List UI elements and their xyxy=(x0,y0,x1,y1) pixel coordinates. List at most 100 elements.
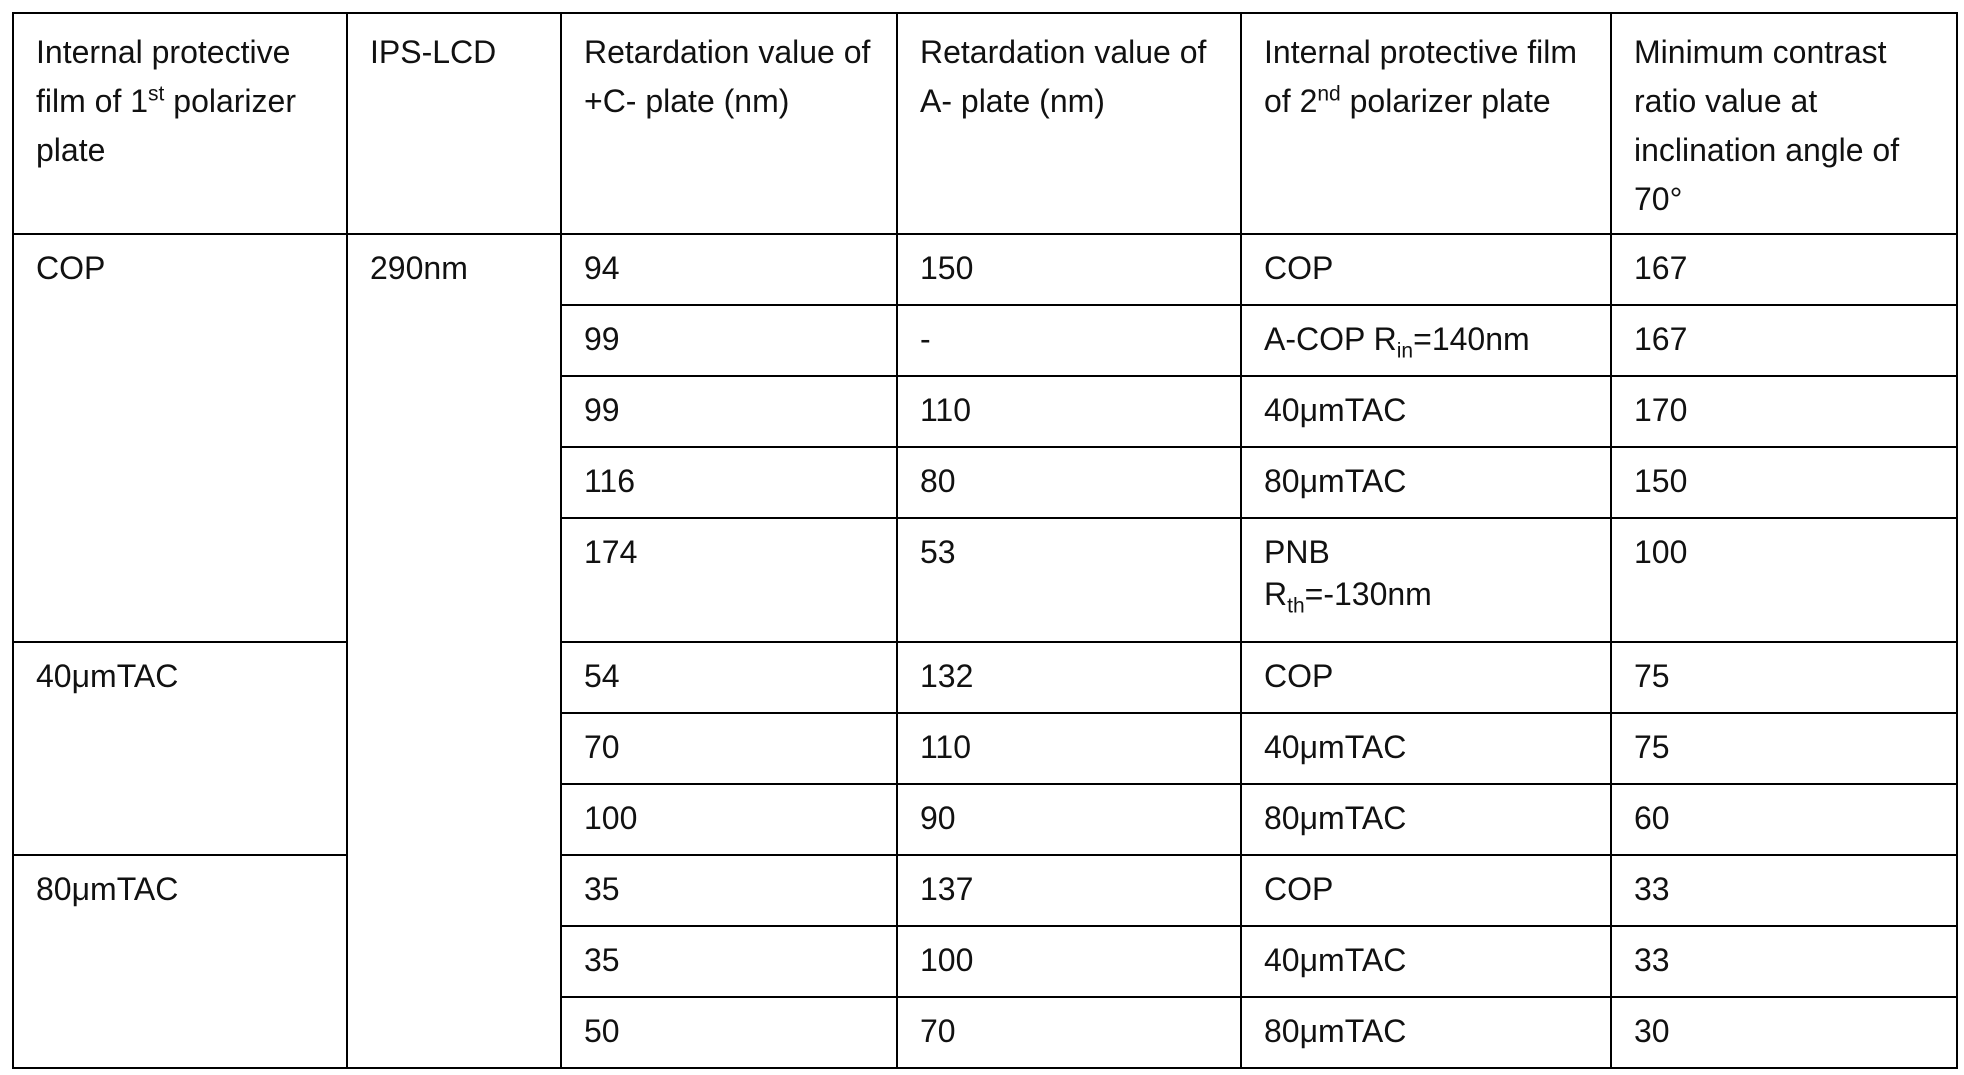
cell-text: 53 xyxy=(920,534,956,570)
cell-text: 116 xyxy=(584,463,635,499)
header-cell: Internal protective film of 2nd polarize… xyxy=(1241,13,1611,234)
cell-text: 40μmTAC xyxy=(1264,942,1406,978)
cell-text: PNB xyxy=(1264,534,1330,570)
header-cell: IPS-LCD xyxy=(347,13,561,234)
table-cell: 40μmTAC xyxy=(1241,926,1611,997)
table-cell: 99 xyxy=(561,305,897,376)
table-cell: 70 xyxy=(897,997,1241,1068)
cell-text: Retardation value of A- plate (nm) xyxy=(920,34,1206,119)
table-cell: 99 xyxy=(561,376,897,447)
table-cell: 35 xyxy=(561,926,897,997)
subscript: th xyxy=(1287,594,1305,617)
supscript: nd xyxy=(1317,82,1340,105)
table-cell: 100 xyxy=(1611,518,1957,642)
table-cell: 33 xyxy=(1611,926,1957,997)
table-cell: 116 xyxy=(561,447,897,518)
cell-text: 150 xyxy=(1634,463,1687,499)
cell-line: Rth=-130nm xyxy=(1264,573,1600,615)
table-cell: 80μmTAC xyxy=(1241,997,1611,1068)
table-cell: A-COP Rin=140nm xyxy=(1241,305,1611,376)
table-cell: 33 xyxy=(1611,855,1957,926)
table-cell: 40μmTAC xyxy=(1241,376,1611,447)
page: Internal protective film of 1st polarize… xyxy=(0,0,1964,1075)
table-cell: COP xyxy=(1241,855,1611,926)
table-cell: 60 xyxy=(1611,784,1957,855)
cell-text: 54 xyxy=(584,658,620,694)
cell-text: 100 xyxy=(920,942,973,978)
cell-text: 100 xyxy=(1634,534,1687,570)
table-cell: 50 xyxy=(561,997,897,1068)
table-cell: 80μmTAC xyxy=(1241,784,1611,855)
cell-line: Internal protective film of 1st polarize… xyxy=(36,28,336,175)
cell-text: 167 xyxy=(1634,250,1687,286)
table-cell: 137 xyxy=(897,855,1241,926)
cell-text: 75 xyxy=(1634,729,1670,765)
cell-text: 80μmTAC xyxy=(1264,463,1406,499)
cell-text: 167 xyxy=(1634,321,1687,357)
table-cell: 35 xyxy=(561,855,897,926)
cell-text: 80μmTAC xyxy=(36,871,178,907)
header-cell: Retardation value of A- plate (nm) xyxy=(897,13,1241,234)
table-cell: 30 xyxy=(1611,997,1957,1068)
cell-text: 99 xyxy=(584,392,620,428)
cell-text: 35 xyxy=(584,942,620,978)
cell-text: COP xyxy=(1264,250,1333,286)
header-cell: Minimum contrast ratio value at inclinat… xyxy=(1611,13,1957,234)
table-row: 80μmTAC 35 137 COP 33 xyxy=(13,855,1957,926)
table-cell: PNBRth=-130nm xyxy=(1241,518,1611,642)
table-cell: 80 xyxy=(897,447,1241,518)
table-row: COP 290nm 94 150 COP 167 xyxy=(13,234,1957,305)
group-cell: 40μmTAC xyxy=(13,642,347,855)
cell-text: 110 xyxy=(920,729,971,765)
table-cell: 150 xyxy=(1611,447,1957,518)
table-cell: 167 xyxy=(1611,234,1957,305)
table-cell: 150 xyxy=(897,234,1241,305)
header-cell: Retardation value of +C- plate (nm) xyxy=(561,13,897,234)
table-cell: 90 xyxy=(897,784,1241,855)
cell-text: 80μmTAC xyxy=(1264,1013,1406,1049)
cell-text: 150 xyxy=(920,250,973,286)
cell-text: R xyxy=(1264,576,1287,612)
cell-text: Retardation value of +C- plate (nm) xyxy=(584,34,870,119)
cell-text: 70 xyxy=(920,1013,956,1049)
table-cell: 75 xyxy=(1611,642,1957,713)
cell-text: 170 xyxy=(1634,392,1687,428)
cell-text: COP xyxy=(1264,658,1333,694)
cell-text: 33 xyxy=(1634,871,1670,907)
cell-text: 60 xyxy=(1634,800,1670,836)
cell-line: A-COP Rin=140nm xyxy=(1264,318,1600,360)
table-cell: COP xyxy=(1241,234,1611,305)
cell-text: 94 xyxy=(584,250,620,286)
cell-text: 290nm xyxy=(370,250,468,286)
cell-text: COP xyxy=(36,250,105,286)
cell-text: 40μmTAC xyxy=(1264,729,1406,765)
cell-text: 30 xyxy=(1634,1013,1670,1049)
table-cell: 80μmTAC xyxy=(1241,447,1611,518)
cell-text: Minimum contrast ratio value at inclinat… xyxy=(1634,34,1899,217)
cell-text: 75 xyxy=(1634,658,1670,694)
cell-text: A-COP R xyxy=(1264,321,1397,357)
table-cell: 110 xyxy=(897,713,1241,784)
cell-line: Internal protective film of 2nd polarize… xyxy=(1264,28,1600,126)
cell-text: 137 xyxy=(920,871,973,907)
table-cell: 40μmTAC xyxy=(1241,713,1611,784)
cell-text: 70 xyxy=(584,729,620,765)
table-header: Internal protective film of 1st polarize… xyxy=(13,13,1957,234)
header-row: Internal protective film of 1st polarize… xyxy=(13,13,1957,234)
table-cell: 100 xyxy=(561,784,897,855)
table-cell: 174 xyxy=(561,518,897,642)
header-cell: Internal protective film of 1st polarize… xyxy=(13,13,347,234)
cell-text: =-130nm xyxy=(1305,576,1432,612)
cell-text: 40μmTAC xyxy=(36,658,178,694)
table-cell: 170 xyxy=(1611,376,1957,447)
table-cell: 75 xyxy=(1611,713,1957,784)
table-cell: 53 xyxy=(897,518,1241,642)
table-cell: 54 xyxy=(561,642,897,713)
group-cell: COP xyxy=(13,234,347,642)
cell-text: 174 xyxy=(584,534,637,570)
subscript: in xyxy=(1397,339,1413,362)
table-cell: - xyxy=(897,305,1241,376)
table-row: 40μmTAC54132COP75 xyxy=(13,642,1957,713)
cell-text: 40μmTAC xyxy=(1264,392,1406,428)
table-cell: 70 xyxy=(561,713,897,784)
